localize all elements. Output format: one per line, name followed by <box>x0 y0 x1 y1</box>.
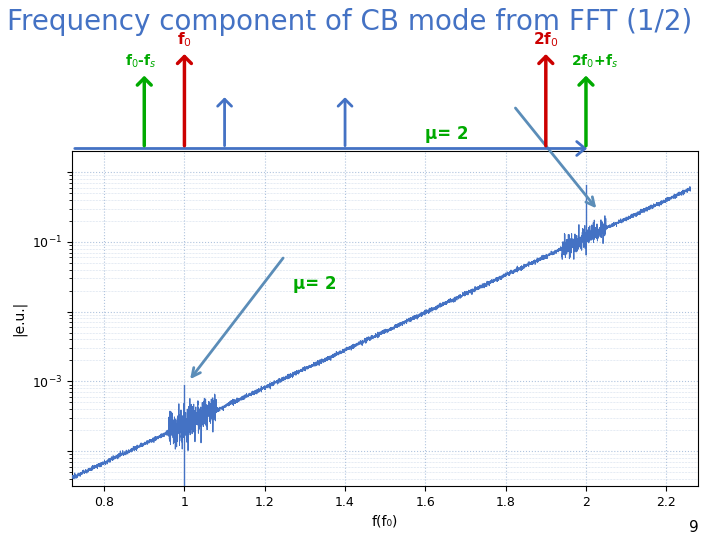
X-axis label: f(f₀): f(f₀) <box>372 514 398 528</box>
Text: 2f$_0$: 2f$_0$ <box>533 30 559 49</box>
Text: 2f$_0$+f$_s$: 2f$_0$+f$_s$ <box>571 53 618 70</box>
Text: 9: 9 <box>688 519 698 535</box>
Text: f$_0$: f$_0$ <box>177 30 192 49</box>
Text: μ= 2: μ= 2 <box>426 125 469 143</box>
Text: f$_0$-f$_s$: f$_0$-f$_s$ <box>125 53 156 70</box>
Text: Frequency component of CB mode from FFT (1/2): Frequency component of CB mode from FFT … <box>7 8 693 36</box>
Text: μ= 2: μ= 2 <box>293 275 336 293</box>
Y-axis label: |e.u.|: |e.u.| <box>12 301 27 336</box>
